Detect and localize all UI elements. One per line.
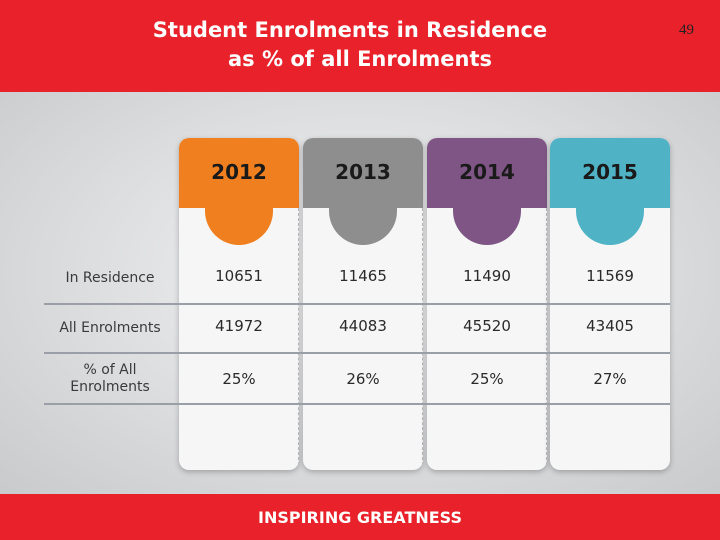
year-tab (576, 193, 644, 245)
row-label-in-residence: In Residence (65, 270, 155, 286)
year-label: 2013 (335, 160, 391, 184)
year-tab (329, 193, 397, 245)
table-cell: 45520 (463, 317, 511, 335)
slide-title-line2: as % of all Enrolments (228, 47, 492, 71)
table-cell: 11569 (586, 267, 634, 285)
year-label: 2012 (211, 160, 267, 184)
year-tab (453, 193, 521, 245)
column-divider (298, 208, 299, 470)
year-tab (205, 193, 273, 245)
year-label: 2015 (582, 160, 638, 184)
table-cell: 27% (593, 370, 627, 388)
table-cell: 25% (470, 370, 504, 388)
table-cell: 41972 (215, 317, 263, 335)
footer-tagline: INSPIRING GREATNESS (258, 508, 462, 527)
footer-bar: INSPIRING GREATNESS (0, 494, 720, 540)
column-divider (546, 208, 547, 470)
table-cell: 25% (222, 370, 256, 388)
slide-title-line1: Student Enrolments in Residence (152, 18, 548, 42)
table-cell: 26% (346, 370, 380, 388)
table-cell: 10651 (215, 267, 263, 285)
row-label-percent: % of All Enrolments (70, 362, 150, 395)
column-divider (422, 208, 423, 470)
year-label: 2014 (459, 160, 515, 184)
row-divider (44, 352, 670, 354)
table-cell: 11490 (463, 267, 511, 285)
table-cell: 44083 (339, 317, 387, 335)
page-number: 49 (679, 22, 694, 38)
row-label-all-enrolments: All Enrolments (59, 320, 161, 336)
table-cell: 43405 (586, 317, 634, 335)
title-bar: Student Enrolments in Residence as % of … (0, 0, 720, 92)
row-divider (44, 403, 670, 405)
row-divider (44, 303, 670, 305)
table-cell: 11465 (339, 267, 387, 285)
